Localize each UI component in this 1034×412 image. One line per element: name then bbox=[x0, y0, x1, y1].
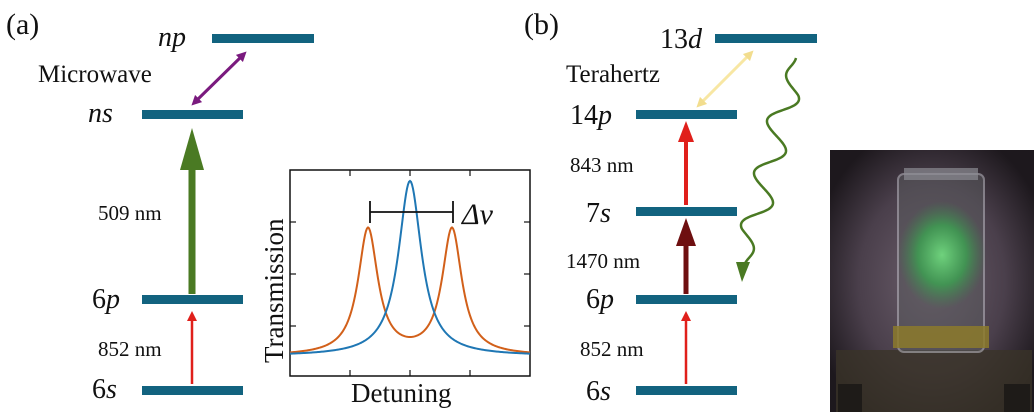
inset-ylabel: Transmission bbox=[259, 218, 289, 363]
level-6p-a-label: 6p bbox=[92, 284, 120, 315]
wavelength-843-label: 843 nm bbox=[570, 153, 634, 177]
level-6s-a bbox=[142, 386, 243, 395]
wavelength-509-label: 509 nm bbox=[98, 201, 162, 225]
decay-wave-head bbox=[736, 262, 750, 282]
vapor-cell-top bbox=[904, 168, 978, 180]
coupling-arrow-head bbox=[180, 128, 204, 170]
split-curve bbox=[289, 226, 531, 354]
photo-post-right bbox=[1004, 384, 1030, 412]
inset-xlabel: Detuning bbox=[351, 378, 452, 408]
level-6p-b bbox=[636, 295, 737, 304]
panel-b-tag: (b) bbox=[524, 8, 559, 41]
arrow-843-head bbox=[678, 121, 694, 142]
inset-axes bbox=[289, 169, 531, 377]
delta-nu-label: Δν bbox=[461, 198, 494, 231]
level-np-label: np bbox=[158, 22, 186, 53]
level-13d bbox=[715, 34, 817, 43]
panel-b: (b) 13d 14p 7s 6p 6s Terahertz 843 nm 14… bbox=[524, 8, 817, 407]
wavelength-852-b-label: 852 nm bbox=[580, 337, 644, 361]
wavelength-1470-label: 1470 nm bbox=[566, 249, 640, 273]
wavelength-852-a-label: 852 nm bbox=[98, 337, 162, 361]
inset-ticks bbox=[290, 170, 530, 376]
level-13d-label: 13d bbox=[660, 24, 703, 55]
single-curve bbox=[289, 179, 531, 355]
level-np bbox=[212, 34, 314, 43]
photo-holder bbox=[893, 326, 989, 348]
level-14p-label: 14p bbox=[570, 100, 612, 131]
level-6s-b-label: 6s bbox=[586, 376, 611, 407]
arrow-1470-head bbox=[676, 218, 696, 246]
level-6s-b bbox=[636, 386, 737, 395]
decay-wave bbox=[739, 57, 801, 267]
vapor-cell-photo bbox=[830, 150, 1034, 412]
level-6p-b-label: 6p bbox=[586, 284, 614, 315]
fluorescence-glow bbox=[898, 201, 986, 309]
inset-plot: Δν Transmission Detuning bbox=[259, 169, 531, 408]
panel-a-tag: (a) bbox=[6, 8, 39, 41]
level-7s-label: 7s bbox=[586, 198, 611, 229]
photo-mount bbox=[836, 350, 1032, 412]
terahertz-label: Terahertz bbox=[566, 61, 660, 88]
level-6p-a bbox=[142, 295, 243, 304]
level-6s-a-label: 6s bbox=[92, 374, 117, 405]
level-ns bbox=[142, 110, 243, 119]
level-7s bbox=[636, 207, 737, 216]
terahertz-arrow bbox=[696, 50, 754, 108]
level-14p bbox=[636, 110, 737, 119]
microwave-label: Microwave bbox=[38, 61, 152, 88]
photo-post-left bbox=[838, 384, 862, 412]
microwave-arrow bbox=[191, 51, 247, 106]
level-ns-label: ns bbox=[88, 98, 113, 129]
panel-a: (a) np ns 6p 6s Microwave 509 nm 852 nm bbox=[6, 8, 314, 405]
